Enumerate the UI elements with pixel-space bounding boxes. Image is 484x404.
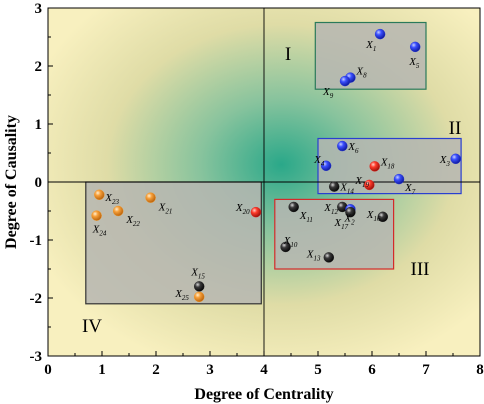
data-point-x24	[91, 210, 102, 221]
x-tick-label: 4	[260, 362, 268, 378]
point-label-x15: X15	[190, 266, 205, 280]
point-label-x6: X6	[347, 141, 359, 155]
y-tick-label: 3	[35, 1, 43, 17]
data-point-x15	[193, 281, 205, 292]
point-label-x12: X12	[323, 202, 338, 216]
y-tick-label: -1	[30, 233, 43, 249]
x-tick-label: 6	[368, 362, 376, 378]
axis-ticks: 0 1 2 3 4 5 6 7 8 -3 -2 -1 0 1 2 3	[30, 1, 484, 378]
point-label-x16: X16	[366, 209, 381, 223]
point-label-x21: X21	[158, 202, 173, 216]
point-label-x13: X13	[306, 248, 321, 262]
point-label-x10: X10	[283, 235, 298, 249]
x-tick-label: 8	[476, 362, 484, 378]
point-label-x1: X1	[365, 39, 376, 53]
y-tick-label: 0	[35, 175, 43, 191]
point-label-x19: X19	[354, 175, 369, 189]
data-point-x22	[112, 205, 124, 217]
quadrant-label-1: I	[285, 44, 291, 65]
point-label-x7: X7	[404, 182, 416, 196]
point-label-x24: X24	[92, 224, 107, 238]
group-box-4	[85, 181, 262, 305]
point-label-x22: X22	[125, 214, 140, 228]
data-point-x14	[329, 181, 340, 192]
data-point-x7	[393, 173, 405, 185]
point-label-x11: X11	[299, 210, 313, 224]
data-point-x25	[193, 291, 205, 303]
x-tick-label: 3	[206, 362, 214, 378]
quadrant-label-3: III	[411, 259, 430, 280]
x-tick-label: 0	[44, 362, 52, 378]
point-label-x14: X14	[339, 182, 354, 196]
x-tick-label: 1	[98, 362, 106, 378]
point-label-x25: X25	[174, 288, 189, 302]
data-point-x3	[450, 153, 461, 165]
data-point-x23	[94, 189, 105, 200]
point-label-x17: X17	[333, 217, 348, 231]
data-point-x18	[369, 161, 380, 172]
x-axis-title: Degree of Centrality	[194, 386, 333, 403]
point-label-x23: X23	[104, 192, 119, 206]
data-point-x10	[280, 241, 291, 253]
group-boxes	[85, 21, 462, 305]
point-labels: X1 X5 X8 X9 X3 X6 X4 X7 X18 X19 X20 X14 X11 X12 X2 X16 X…	[92, 39, 451, 302]
data-point-x11	[288, 201, 299, 213]
y-axis-title: Degree of Causality	[3, 115, 20, 249]
y-tick-label: -3	[30, 349, 43, 365]
data-point-x19	[364, 179, 375, 191]
data-point-x1	[374, 28, 386, 40]
point-label-x20: X20	[235, 202, 250, 216]
reference-lines	[48, 8, 480, 356]
data-point-x5	[410, 41, 421, 53]
group-box-1	[314, 21, 427, 90]
group-box-2	[317, 137, 462, 195]
data-point-x21	[145, 192, 156, 203]
data-point-x16	[377, 211, 388, 223]
y-tick-label: 1	[35, 117, 43, 133]
y-tick-label: -2	[30, 291, 43, 307]
x-tick-label: 5	[314, 362, 322, 378]
point-label-x18: X18	[380, 156, 395, 170]
data-points	[91, 28, 461, 303]
data-point-x6	[337, 140, 348, 152]
point-label-x3: X3	[439, 154, 451, 168]
quadrant-label-4: IV	[82, 316, 102, 337]
point-label-x4: X4	[313, 154, 325, 168]
data-point-x4	[320, 160, 332, 171]
x-tick-label: 7	[422, 362, 430, 378]
point-label-x8: X8	[355, 66, 367, 80]
x-tick-label: 2	[152, 362, 160, 378]
data-point-x9	[339, 75, 351, 87]
data-point-x20	[250, 206, 262, 218]
point-label-x9: X9	[322, 86, 334, 100]
y-tick-label: 2	[35, 59, 43, 75]
point-label-x2: X2	[343, 212, 355, 226]
point-label-x5: X5	[408, 56, 420, 70]
data-point-x17	[345, 206, 356, 218]
data-point-x13	[323, 252, 334, 263]
quadrant-label-2: II	[449, 118, 462, 139]
